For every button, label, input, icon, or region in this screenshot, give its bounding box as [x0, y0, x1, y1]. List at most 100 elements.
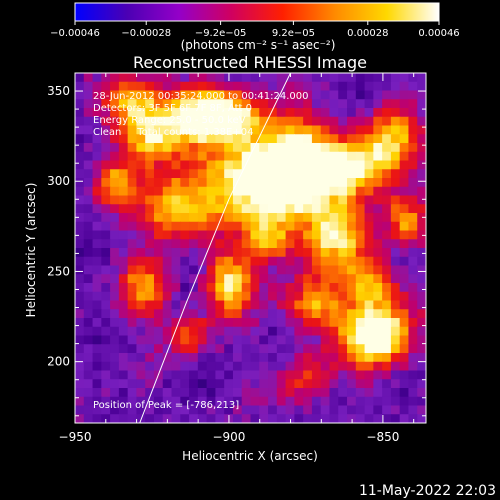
heatmap-cell — [399, 178, 410, 188]
heatmap-cell — [399, 379, 410, 389]
heatmap-cell — [101, 213, 111, 223]
heatmap-cell — [303, 265, 313, 275]
heatmap-cell — [338, 248, 348, 258]
heatmap-cell — [75, 265, 85, 275]
heatmap-cell — [285, 256, 295, 267]
heatmap-cell — [259, 283, 269, 293]
heatmap-cell — [417, 108, 426, 118]
heatmap-cell — [162, 361, 173, 372]
heatmap-cell — [189, 90, 199, 100]
heatmap-cell — [347, 283, 357, 293]
heatmap-cell — [399, 213, 410, 223]
heatmap-cell — [268, 178, 278, 188]
heatmap-cell — [215, 291, 225, 302]
heatmap-cell — [162, 379, 173, 389]
heatmap-cell — [250, 90, 260, 100]
heatmap-cell — [110, 379, 120, 389]
heatmap-cell — [399, 256, 410, 267]
heatmap-cell — [390, 213, 401, 223]
heatmap-cell — [92, 396, 102, 407]
heatmap-cell — [241, 309, 252, 319]
heatmap-cell — [189, 388, 199, 398]
heatmap-cell — [118, 344, 129, 354]
heatmap-cell — [268, 125, 278, 135]
heatmap-cell — [180, 195, 190, 205]
heatmap-cell — [206, 134, 217, 144]
heatmap-cell — [303, 256, 313, 267]
heatmap-cell — [364, 344, 374, 354]
heatmap-cell — [118, 405, 129, 415]
heatmap-cell — [189, 99, 199, 109]
heatmap-cell — [241, 178, 252, 188]
heatmap-cell — [347, 388, 357, 398]
heatmap-cell — [347, 256, 357, 267]
heatmap-cell — [373, 116, 383, 127]
heatmap-cell — [180, 396, 190, 407]
heatmap-cell — [294, 309, 304, 319]
heatmap-cell — [241, 160, 252, 170]
heatmap-cell — [241, 256, 252, 267]
heatmap-cell — [399, 344, 410, 354]
heatmap-cell — [390, 90, 401, 100]
heatmap-cell — [382, 186, 392, 197]
heatmap-cell — [153, 248, 164, 258]
heatmap-cell — [180, 73, 190, 83]
heatmap-cell — [83, 248, 94, 258]
annotation-time: 28-Jun-2012 00:35:24.000 to 00:41:24.000 — [93, 91, 309, 102]
heatmap-cell — [250, 361, 260, 372]
heatmap-cell — [311, 221, 322, 232]
heatmap-cell — [83, 239, 94, 249]
heatmap-cell — [110, 99, 120, 109]
heatmap-cell — [259, 99, 269, 109]
heatmap-cell — [382, 300, 392, 310]
heatmap-cell — [338, 379, 348, 389]
heatmap-cell — [189, 265, 199, 275]
heatmap-cell — [232, 143, 243, 153]
heatmap-cell — [224, 283, 234, 293]
heatmap-cell — [83, 160, 94, 170]
heatmap-cell — [268, 169, 278, 179]
heatmap-cell — [303, 186, 313, 197]
heatmap-cell — [364, 318, 374, 328]
heatmap-cell — [320, 388, 331, 398]
heatmap-cell — [136, 204, 146, 214]
heatmap-cell — [303, 414, 313, 423]
heatmap-cell — [171, 370, 181, 380]
heatmap-cell — [320, 186, 331, 197]
heatmap-cell — [162, 169, 173, 179]
heatmap-cell — [153, 274, 164, 284]
heatmap-cell — [92, 116, 102, 127]
heatmap-cell — [303, 309, 313, 319]
heatmap-cell — [127, 370, 138, 380]
heatmap-cell — [162, 213, 173, 223]
heatmap-cell — [303, 248, 313, 258]
heatmap-cell — [75, 99, 85, 109]
heatmap-cell — [180, 230, 190, 240]
heatmap-cell — [320, 73, 331, 83]
heatmap-cell — [329, 116, 339, 127]
heatmap-cell — [224, 274, 234, 284]
heatmap-cell — [364, 248, 374, 258]
heatmap-cell — [417, 300, 426, 310]
heatmap-cell — [347, 169, 357, 179]
heatmap-cell — [162, 248, 173, 258]
heatmap-cell — [171, 116, 181, 127]
heatmap-cell — [136, 239, 146, 249]
heatmap-cell — [329, 230, 339, 240]
heatmap-cell — [127, 73, 138, 83]
heatmap-cell — [232, 379, 243, 389]
heatmap-cell — [303, 178, 313, 188]
heatmap-cell — [118, 143, 129, 153]
heatmap-cell — [224, 221, 234, 232]
heatmap-cell — [294, 90, 304, 100]
heatmap-cell — [171, 186, 181, 197]
heatmap-cell — [162, 134, 173, 144]
heatmap-cell — [285, 186, 295, 197]
heatmap-cell — [180, 274, 190, 284]
heatmap-cell — [180, 379, 190, 389]
heatmap-cell — [83, 151, 94, 162]
heatmap-cell — [171, 379, 181, 389]
heatmap-cell — [110, 221, 120, 232]
heatmap-cell — [118, 414, 129, 423]
heatmap-cell — [110, 291, 120, 302]
